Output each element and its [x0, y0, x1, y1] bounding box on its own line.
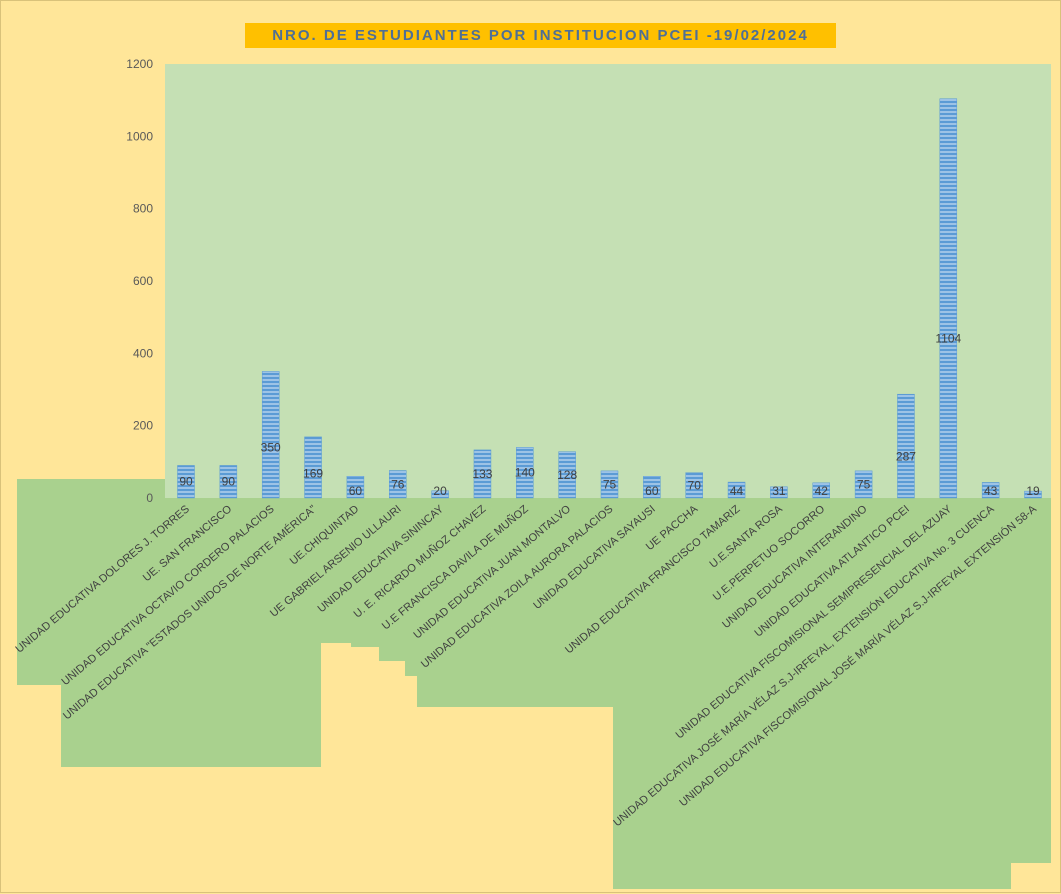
data-label: 169 [303, 467, 323, 481]
y-axis: 0 200 400 600 800 1000 1200 [126, 57, 153, 505]
data-label: 90 [222, 475, 236, 489]
data-label: 75 [603, 477, 617, 491]
data-label: 90 [179, 475, 193, 489]
data-label: 31 [772, 484, 786, 498]
data-label: 42 [815, 484, 829, 498]
category-label-area [17, 479, 1051, 889]
data-label: 128 [557, 468, 577, 482]
bar [177, 465, 195, 499]
data-label: 44 [730, 484, 744, 498]
bars [177, 98, 1042, 499]
data-label: 60 [645, 484, 659, 498]
data-label: 76 [391, 477, 405, 491]
data-label: 20 [433, 484, 447, 498]
data-label: 350 [261, 440, 281, 454]
bar [897, 393, 915, 499]
data-label: 70 [688, 478, 702, 492]
data-labels: 90 90 350 169 60 76 20 133 140 128 75 60 70 44 31 42 75 2… [179, 331, 1040, 498]
data-label: 287 [896, 449, 916, 463]
data-label: 43 [984, 484, 998, 498]
y-tick-label: 200 [133, 419, 153, 433]
bar [727, 481, 746, 499]
bar [1024, 490, 1042, 499]
bar [981, 482, 1000, 499]
y-tick-label: 1000 [126, 129, 153, 143]
bar [558, 451, 576, 499]
chart-title: NRO. DE ESTUDIANTES POR INSTITUCION PCEI… [245, 23, 836, 48]
y-tick-label: 400 [133, 346, 153, 360]
bar [346, 476, 365, 499]
y-tick-label: 1200 [126, 57, 153, 71]
bar [219, 465, 238, 499]
bar [812, 482, 830, 499]
bar [854, 470, 873, 499]
bar [600, 470, 619, 499]
bar [473, 449, 492, 499]
data-label: 140 [515, 466, 535, 480]
bar [304, 436, 322, 499]
bar [643, 476, 661, 499]
y-tick-label: 800 [133, 202, 153, 216]
data-label: 1104 [935, 331, 961, 345]
y-tick-label: 600 [133, 274, 153, 288]
bar [516, 447, 534, 499]
data-label: 19 [1026, 484, 1040, 498]
data-label: 75 [857, 477, 871, 491]
plot-area [165, 64, 1051, 498]
y-tick-label: 0 [146, 491, 153, 505]
data-label: 60 [349, 484, 363, 498]
bar [431, 490, 449, 499]
bar [389, 470, 407, 499]
bar [685, 472, 703, 499]
bar [939, 98, 958, 499]
bar [261, 371, 280, 499]
data-label: 133 [472, 467, 492, 481]
bar [770, 486, 788, 499]
